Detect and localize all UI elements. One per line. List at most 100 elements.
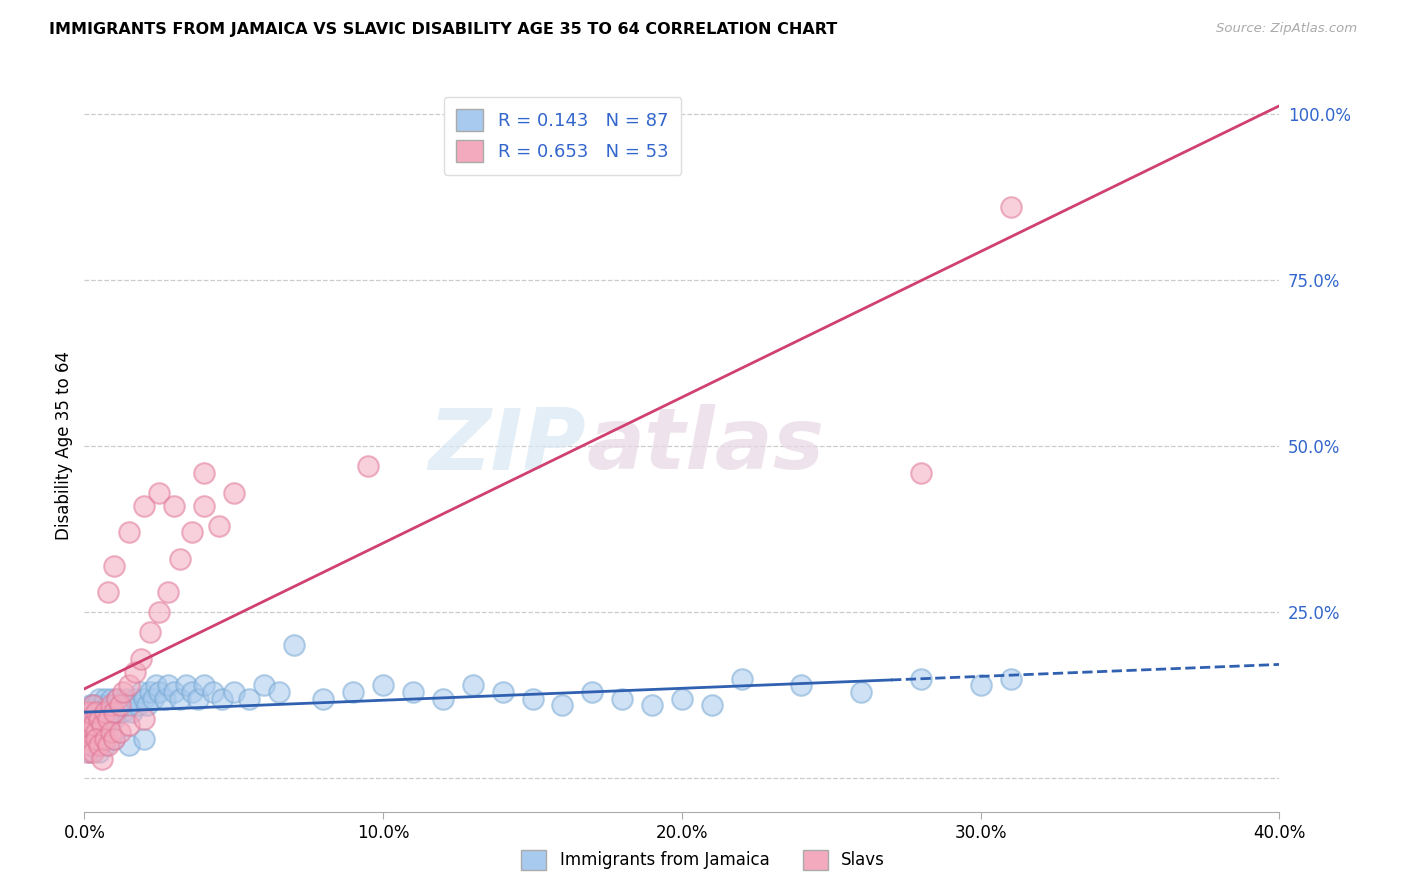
Point (86, 725, 108, 739)
Point (89, 718, 111, 732)
Point (94, 705, 117, 719)
Point (82, 745, 104, 759)
Point (77, 712, 100, 726)
Point (910, 672, 932, 686)
Point (163, 499, 186, 513)
Point (110, 725, 132, 739)
Point (1000, 672, 1022, 686)
Point (89, 691, 111, 706)
Point (94, 718, 117, 732)
Point (94, 691, 117, 706)
Point (121, 705, 143, 719)
Point (148, 485, 170, 500)
Point (79, 698, 101, 713)
Point (110, 698, 132, 713)
Point (97, 698, 120, 713)
Point (551, 698, 574, 713)
Point (118, 678, 141, 692)
Point (89, 738, 111, 752)
Point (124, 691, 146, 706)
Point (145, 678, 167, 692)
Point (75, 725, 97, 739)
Point (86, 725, 108, 739)
Point (100, 725, 122, 739)
Point (136, 698, 159, 713)
Y-axis label: Disability Age 35 to 64: Disability Age 35 to 64 (55, 351, 73, 541)
Point (103, 712, 125, 726)
Point (82, 698, 104, 713)
Point (79, 738, 101, 752)
Point (208, 518, 231, 533)
Point (86, 705, 108, 719)
Point (112, 705, 135, 719)
Point (169, 691, 191, 706)
Point (112, 685, 135, 699)
Point (139, 685, 162, 699)
Point (148, 685, 170, 699)
Point (105, 691, 128, 706)
Point (86, 731, 108, 746)
Point (91, 712, 114, 726)
Point (253, 678, 276, 692)
Point (283, 639, 305, 653)
Point (402, 685, 425, 699)
Point (86, 698, 108, 713)
Point (373, 678, 395, 692)
Point (79, 705, 101, 719)
Point (731, 672, 754, 686)
Point (851, 685, 873, 699)
Point (193, 499, 215, 513)
Point (82, 698, 104, 713)
Point (193, 466, 215, 480)
Point (97, 712, 120, 726)
Point (82, 712, 104, 726)
Point (700, 698, 723, 713)
Point (97, 585, 120, 599)
Point (153, 691, 176, 706)
Point (76, 705, 98, 719)
Text: Source: ZipAtlas.com: Source: ZipAtlas.com (1216, 22, 1357, 36)
Point (110, 698, 132, 713)
Point (76, 718, 98, 732)
Point (1000, 200, 1022, 214)
Point (79, 725, 101, 739)
Point (312, 691, 335, 706)
Point (82, 738, 104, 752)
Point (671, 691, 693, 706)
Point (103, 731, 125, 746)
Point (129, 685, 152, 699)
Point (357, 458, 380, 473)
Point (181, 525, 204, 540)
Point (75, 731, 97, 746)
Point (91, 751, 114, 765)
Point (267, 685, 290, 699)
Text: atlas: atlas (586, 404, 824, 488)
Point (222, 485, 245, 500)
Text: ZIP: ZIP (429, 404, 586, 488)
Point (127, 698, 149, 713)
Point (82, 725, 104, 739)
Point (94, 705, 117, 719)
Point (492, 685, 515, 699)
Point (82, 718, 104, 732)
Point (132, 712, 156, 726)
Point (89, 745, 111, 759)
Point (80, 718, 103, 732)
Point (612, 691, 634, 706)
Point (790, 678, 813, 692)
Point (118, 738, 141, 752)
Point (174, 678, 197, 692)
Point (89, 705, 111, 719)
Point (118, 718, 141, 732)
Point (461, 678, 484, 692)
Point (641, 698, 664, 713)
Point (157, 585, 180, 599)
Point (76, 705, 98, 719)
Point (581, 685, 603, 699)
Point (86, 712, 108, 726)
Point (129, 652, 152, 666)
Point (132, 731, 156, 746)
Point (238, 691, 260, 706)
Point (181, 685, 204, 699)
Point (77, 718, 100, 732)
